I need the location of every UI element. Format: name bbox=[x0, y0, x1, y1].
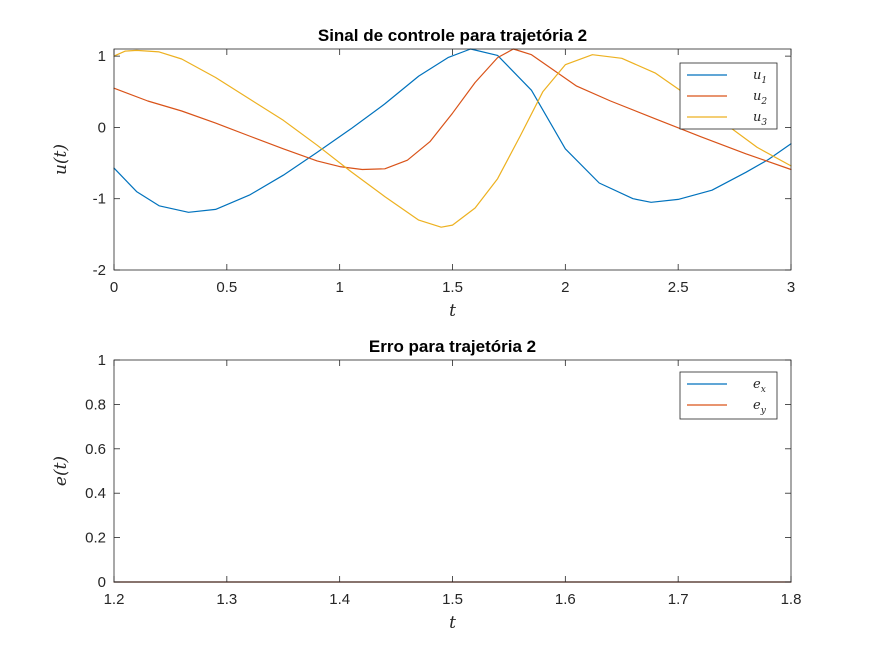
chart-1: 0 0.5 1 1.5 2 2.5 3 -2 -1 0 1 Sinal de controle par… bbox=[51, 26, 795, 321]
y-tick-label: -1 bbox=[93, 191, 106, 208]
y-tick-label: 1 bbox=[98, 352, 106, 369]
x-tick-label: 1.3 bbox=[216, 591, 237, 608]
y-tick-label: 0.2 bbox=[85, 530, 106, 547]
y-tick-label: -2 bbox=[93, 262, 106, 279]
x-tick-label: 1.5 bbox=[442, 591, 463, 608]
x-tick-label: 3 bbox=[787, 279, 795, 296]
x-axis-label: t bbox=[449, 301, 456, 321]
legend: ex ey bbox=[679, 371, 778, 420]
x-tick-label: 0 bbox=[110, 279, 118, 296]
y-tick-label: 0 bbox=[98, 574, 106, 591]
series-line-u3 bbox=[113, 49, 792, 228]
chart-title: Erro para trajetória 2 bbox=[369, 337, 536, 356]
y-axis-label: e(t) bbox=[51, 456, 71, 486]
chart-title: Sinal de controle para trajetória 2 bbox=[318, 26, 587, 45]
y-tick-label: 1 bbox=[98, 48, 106, 65]
x-tick-label: 1.2 bbox=[104, 591, 125, 608]
x-tick-label: 1.4 bbox=[329, 591, 350, 608]
y-axis-label: u(t) bbox=[51, 144, 71, 175]
x-tick-label: 2 bbox=[561, 279, 569, 296]
y-tick-label: 0.4 bbox=[85, 485, 106, 502]
x-axis-label: t bbox=[449, 613, 456, 633]
x-tick-label: 2.5 bbox=[668, 279, 689, 296]
series-line-u1 bbox=[113, 48, 792, 213]
legend-label-u1: u1 bbox=[753, 68, 767, 86]
x-tick-label: 1.6 bbox=[555, 591, 576, 608]
plot-area bbox=[114, 49, 791, 270]
y-tick-label: 0 bbox=[98, 119, 106, 136]
series-line-u2 bbox=[113, 48, 792, 171]
legend-label-u2: u2 bbox=[753, 89, 767, 107]
legend-label-u3: u3 bbox=[753, 110, 767, 128]
y-tick-label: 0.8 bbox=[85, 396, 106, 413]
x-tick-label: 1.5 bbox=[442, 279, 463, 296]
x-tick-label: 1.8 bbox=[781, 591, 802, 608]
legend: u1 u2 u3 bbox=[679, 62, 778, 130]
plot-area bbox=[114, 360, 791, 582]
x-tick-label: 1 bbox=[335, 279, 343, 296]
x-tick-label: 0.5 bbox=[216, 279, 237, 296]
legend-label-ex: ex bbox=[753, 377, 766, 395]
legend-box bbox=[679, 371, 778, 420]
y-tick-label: 0.6 bbox=[85, 441, 106, 458]
legend-label-ey: ey bbox=[753, 398, 767, 416]
x-tick-label: 1.7 bbox=[668, 591, 689, 608]
chart-2: 1.2 1.3 1.4 1.5 1.6 1.7 1.8 0 0.2 0.4 0.6 0.8 1 Erro … bbox=[51, 337, 801, 633]
